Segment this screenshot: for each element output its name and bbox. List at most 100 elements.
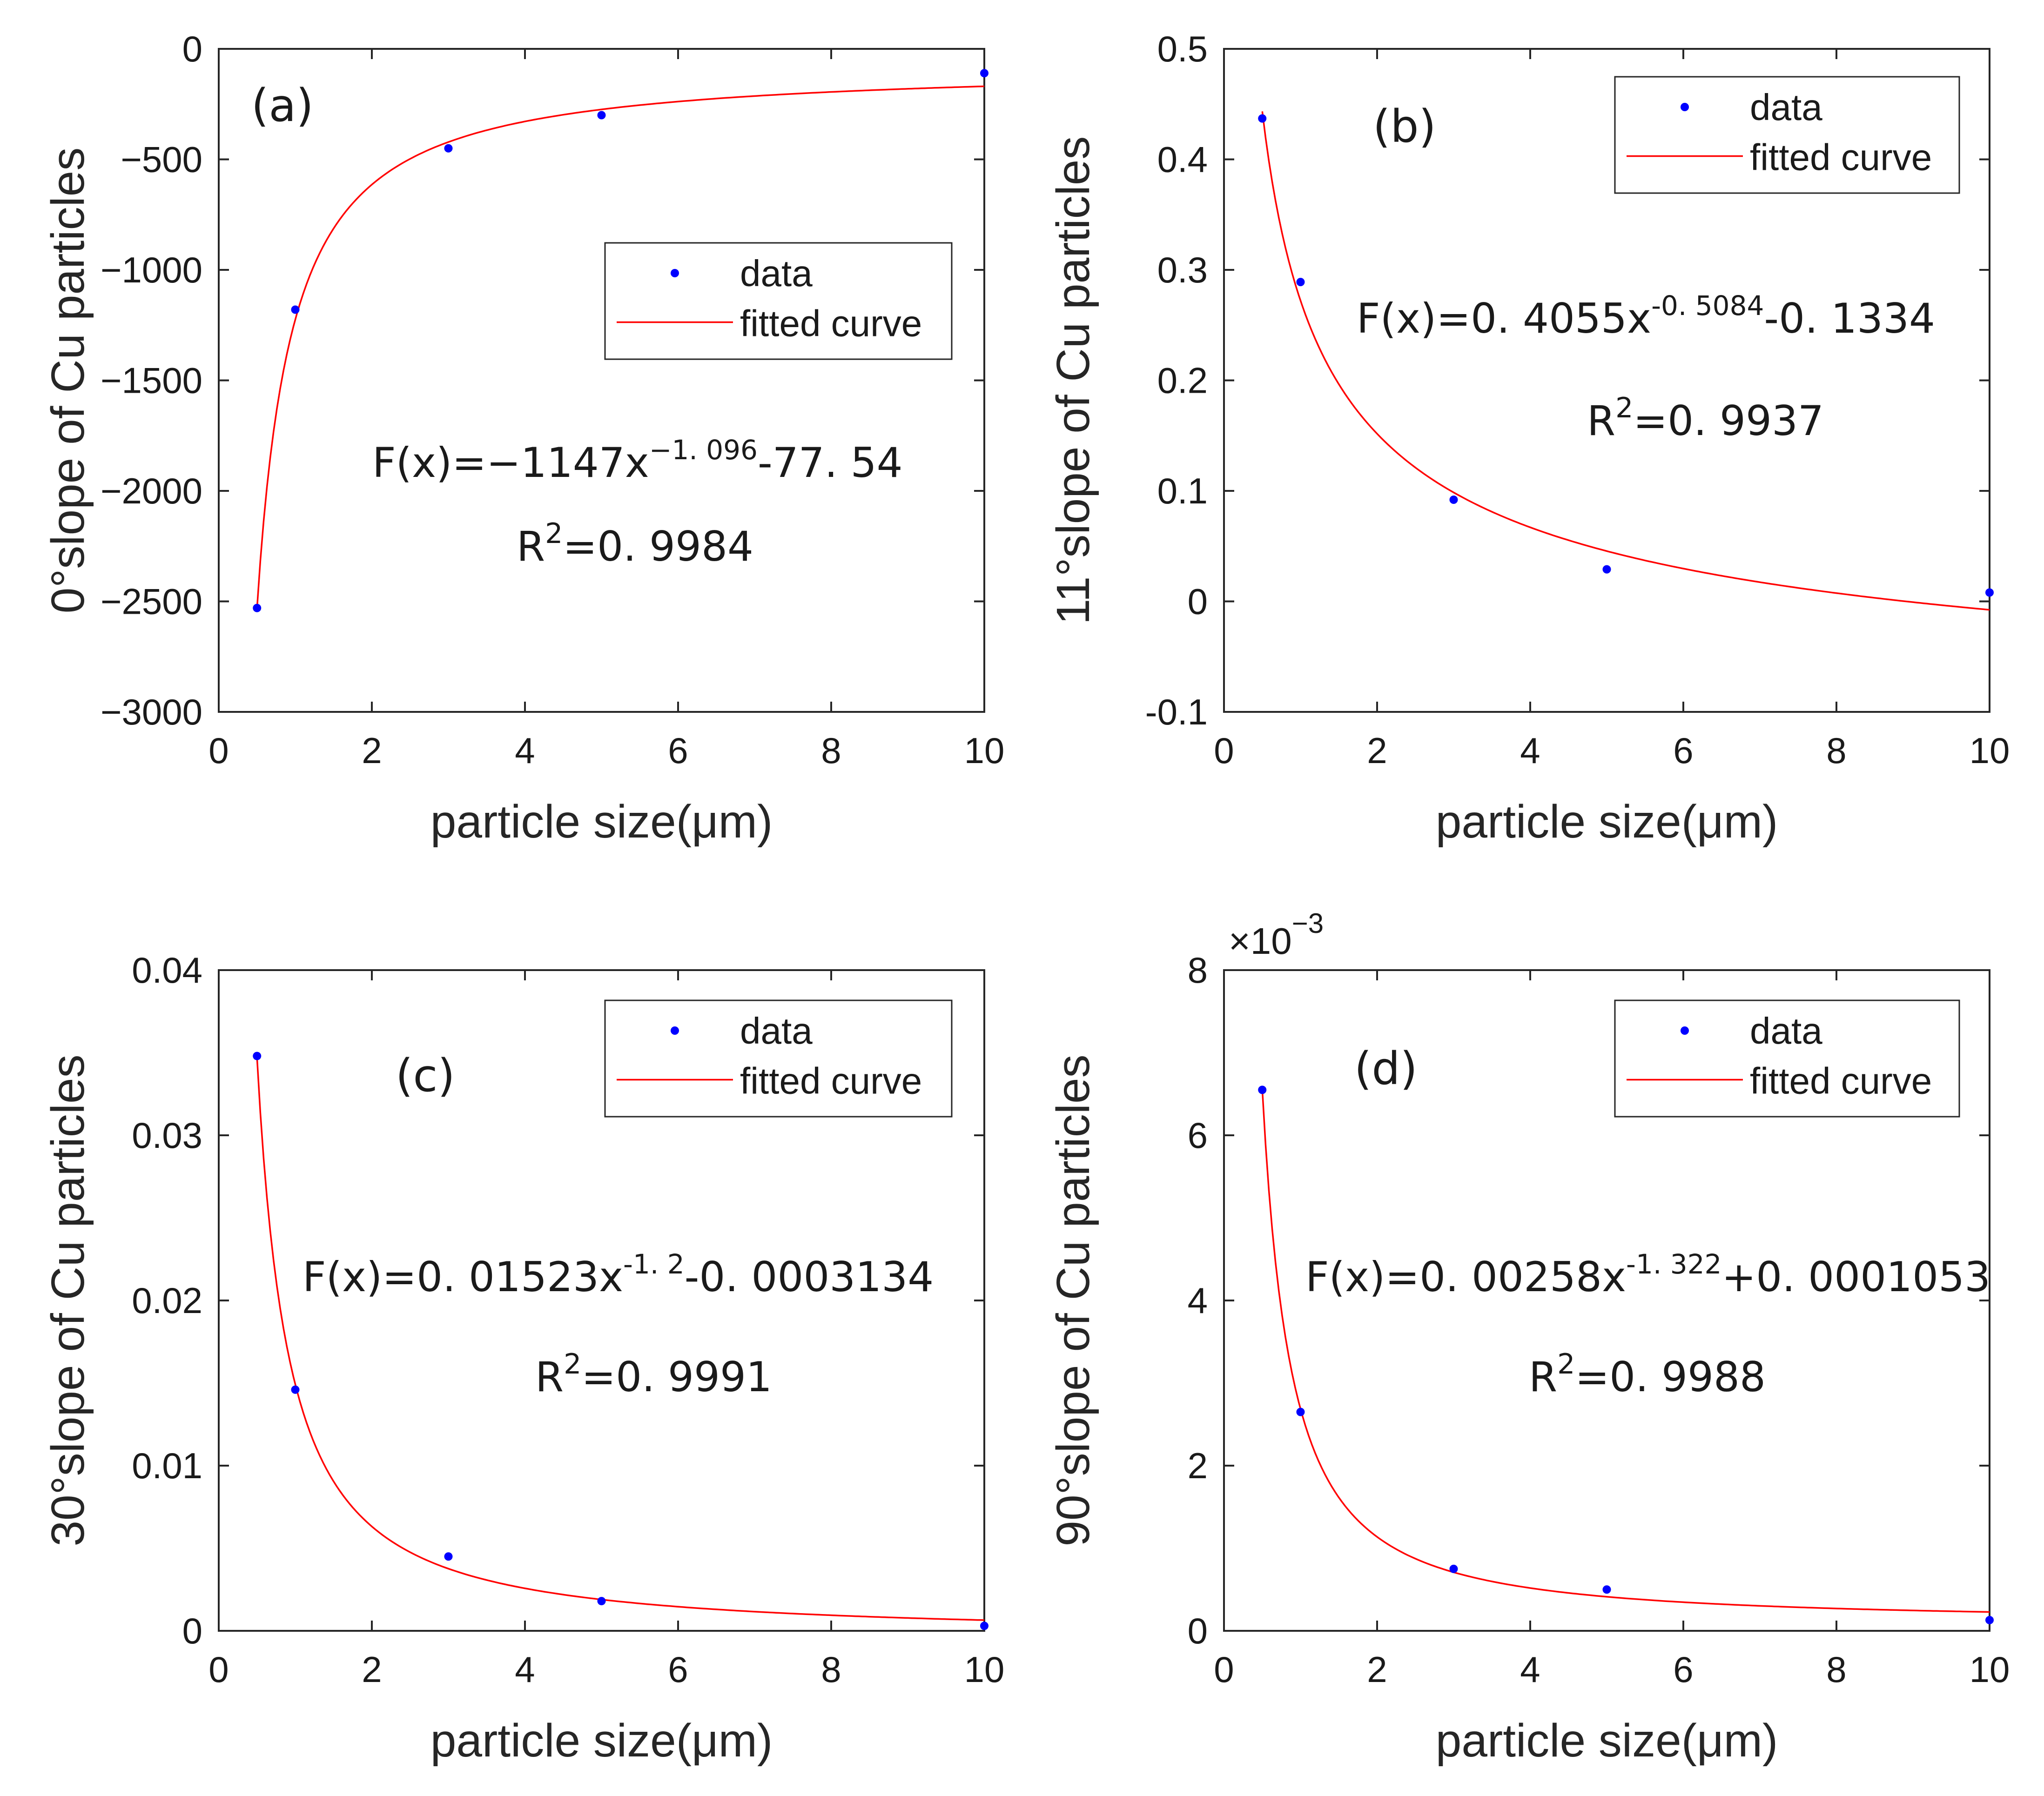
data-point bbox=[1602, 565, 1611, 574]
y-tick-label: 2 bbox=[1188, 1445, 1208, 1486]
r-squared-suffix: =0. 9984 bbox=[563, 523, 753, 570]
y-tick-label: 0.3 bbox=[1157, 249, 1208, 290]
y-axis-label: 30°slope of Cu particles bbox=[42, 1054, 94, 1546]
data-point bbox=[1449, 1564, 1458, 1573]
fit-equation-exponent: -1. 2 bbox=[623, 1248, 685, 1280]
data-point bbox=[253, 603, 262, 612]
y-tick-label: −500 bbox=[121, 139, 202, 180]
fit-equation-exponent: -0. 5084 bbox=[1651, 290, 1764, 322]
y-exponent-label: ×10−3 bbox=[1229, 908, 1324, 962]
x-axis-label: particle size(μm) bbox=[1436, 796, 1778, 848]
x-tick-label: 2 bbox=[1367, 1649, 1387, 1690]
data-point bbox=[291, 305, 300, 314]
legend-box bbox=[1614, 999, 1960, 1118]
data-point bbox=[597, 1597, 606, 1606]
r-squared-suffix: =0. 9988 bbox=[1575, 1353, 1766, 1401]
data-point bbox=[1985, 1615, 1994, 1624]
fitted-curve-line bbox=[256, 1058, 984, 1621]
legend-box bbox=[604, 242, 953, 360]
panel-label: (c) bbox=[396, 1050, 455, 1102]
fit-equation-prefix: F(x)=0. 01523x bbox=[303, 1253, 623, 1301]
data-point bbox=[291, 1385, 300, 1394]
panel-a: 0 2 4 6 8 10 0 −500 −1000 −1500 −2000 −2500 −3000 par… bbox=[42, 28, 1004, 848]
r-squared: R2=0. 9984 bbox=[517, 517, 753, 570]
y-tick-label: −1500 bbox=[101, 360, 202, 401]
fit-equation: F(x)=0. 01523x-1. 2-0. 0003134 bbox=[303, 1248, 934, 1301]
x-tick-label: 8 bbox=[1826, 730, 1846, 771]
panel-d: 0 2 4 6 8 10 8 6 4 2 0 ×10−3 particle size(μm) 90°slo… bbox=[1047, 908, 2010, 1767]
legend-data-label: data bbox=[740, 253, 813, 294]
x-tick-label: 8 bbox=[821, 730, 841, 771]
data-point bbox=[1602, 1585, 1611, 1594]
y-tick-label: −2500 bbox=[101, 581, 202, 622]
x-tick-label: 4 bbox=[1520, 730, 1540, 771]
fit-equation-exponent: −1. 096 bbox=[649, 434, 758, 466]
data-point bbox=[1296, 1407, 1305, 1416]
y-tick-label: 0.1 bbox=[1157, 470, 1208, 511]
data-point bbox=[253, 1052, 262, 1060]
legend-box bbox=[604, 999, 953, 1118]
x-tick-label: 0 bbox=[208, 730, 229, 771]
r-squared: R2=0. 9991 bbox=[535, 1348, 772, 1401]
x-tick-label: 6 bbox=[1673, 730, 1693, 771]
data-point bbox=[444, 144, 453, 153]
r-squared-exponent: 2 bbox=[1557, 1348, 1575, 1381]
x-tick-label: 8 bbox=[821, 1649, 841, 1690]
x-tick-label: 0 bbox=[208, 1649, 229, 1690]
x-tick-label: 0 bbox=[1214, 1649, 1234, 1690]
data-point bbox=[1296, 278, 1305, 287]
r-squared-prefix: R bbox=[1587, 397, 1615, 445]
y-tick-label: 6 bbox=[1188, 1115, 1208, 1156]
fit-equation-prefix: F(x)=0. 00258x bbox=[1305, 1253, 1626, 1301]
r-squared-suffix: =0. 9991 bbox=[581, 1353, 772, 1401]
y-tick-label: 4 bbox=[1188, 1280, 1208, 1321]
x-tick-label: 10 bbox=[964, 1649, 1005, 1690]
legend-data-label: data bbox=[1750, 87, 1822, 128]
x-tick-label: 4 bbox=[515, 1649, 535, 1690]
y-tick-label: -0.1 bbox=[1145, 691, 1208, 732]
x-tick-label: 2 bbox=[362, 730, 382, 771]
data-point bbox=[980, 1622, 988, 1630]
data-point bbox=[980, 69, 988, 78]
y-tick-label: 0.2 bbox=[1157, 360, 1208, 401]
y-tick-label: 0 bbox=[182, 1610, 202, 1651]
fitted-curve-line bbox=[1261, 1089, 1990, 1613]
fit-equation: F(x)=0. 4055x-0. 5084-0. 1334 bbox=[1357, 290, 1935, 342]
r-squared-exponent: 2 bbox=[564, 1348, 581, 1381]
y-tick-label: 0.03 bbox=[132, 1115, 202, 1156]
legend-data-marker bbox=[671, 1026, 679, 1035]
r-squared: R2=0. 9937 bbox=[1587, 392, 1824, 445]
x-tick-label: 6 bbox=[668, 1649, 688, 1690]
fit-equation-prefix: F(x)=−1147x bbox=[372, 439, 649, 487]
fit-equation-prefix: F(x)=0. 4055x bbox=[1357, 295, 1651, 342]
x-tick-label: 4 bbox=[515, 730, 535, 771]
panel-label: (b) bbox=[1373, 101, 1436, 153]
y-tick-label: 0.4 bbox=[1157, 139, 1208, 180]
axes-box bbox=[218, 48, 985, 713]
y-tick-label: 0.04 bbox=[132, 950, 202, 991]
x-tick-label: 6 bbox=[1673, 1649, 1693, 1690]
x-tick-label: 8 bbox=[1826, 1649, 1846, 1690]
fitted-curve-line bbox=[256, 85, 984, 608]
legend-fit-label: fitted curve bbox=[1750, 1060, 1932, 1102]
fit-equation-exponent: -1. 322 bbox=[1626, 1248, 1721, 1280]
legend-data-label: data bbox=[1750, 1010, 1822, 1052]
y-tick-label: −2000 bbox=[101, 470, 202, 511]
legend-data-label: data bbox=[740, 1010, 813, 1052]
y-tick-label: 8 bbox=[1188, 950, 1208, 991]
y-tick-label: 0.02 bbox=[132, 1280, 202, 1321]
fit-equation-suffix: -0. 1334 bbox=[1764, 295, 1935, 342]
fit-equation-suffix: +0. 0001053 bbox=[1721, 1253, 1990, 1301]
y-axis-label: 11°slope of Cu particles bbox=[1047, 136, 1099, 625]
r-squared-exponent: 2 bbox=[1615, 392, 1633, 424]
panel-label: (d) bbox=[1354, 1043, 1418, 1095]
x-tick-label: 2 bbox=[362, 1649, 382, 1690]
y-tick-label: 0 bbox=[182, 28, 202, 69]
x-tick-label: 6 bbox=[668, 730, 688, 771]
y-tick-label: −3000 bbox=[101, 691, 202, 732]
legend-data-marker bbox=[1681, 1026, 1689, 1035]
r-squared: R2=0. 9988 bbox=[1529, 1348, 1766, 1401]
y-tick-label: 0 bbox=[1188, 581, 1208, 622]
fit-equation: F(x)=−1147x−1. 096-77. 54 bbox=[372, 434, 903, 487]
